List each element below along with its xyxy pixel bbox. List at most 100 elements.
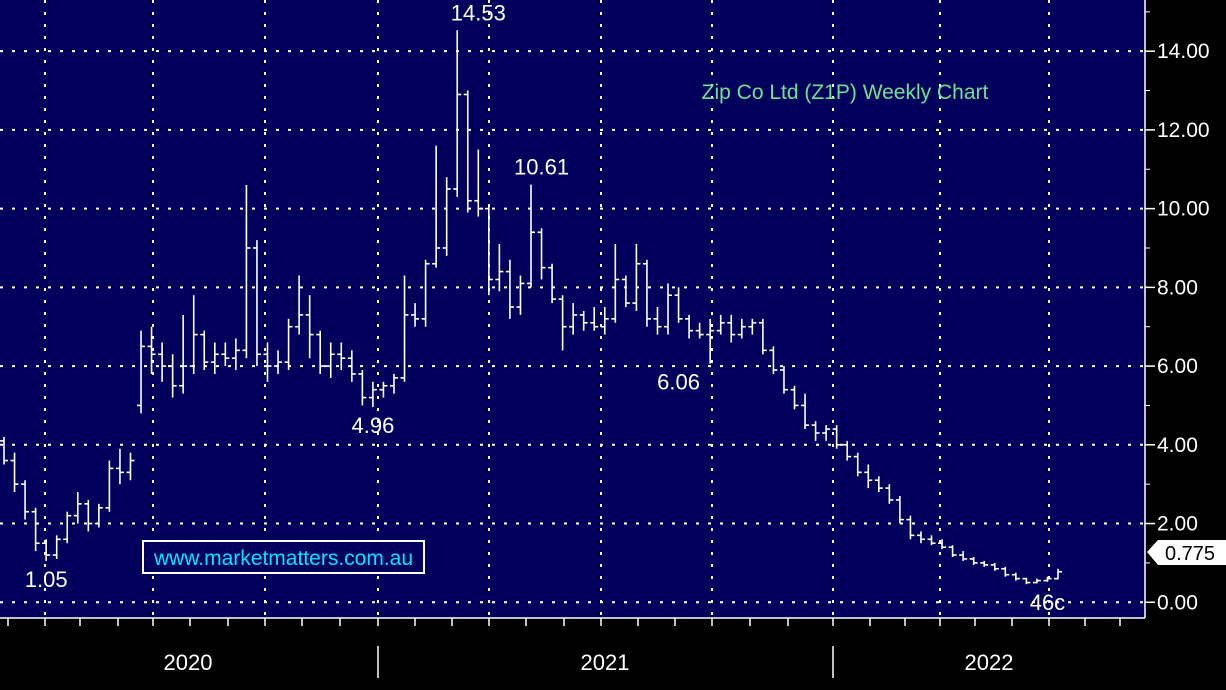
- ohlc-bar: [326, 342, 335, 378]
- ohlc-bar: [42, 539, 51, 561]
- chart-title: Zip Co Ltd (Z1P) Weekly Chart: [702, 81, 989, 104]
- price-annotation: 6.06: [657, 370, 700, 395]
- ohlc-bar: [379, 381, 388, 398]
- ohlc-bar: [642, 259, 651, 327]
- y-tick-label: 6.00: [1157, 355, 1198, 378]
- ohlc-bar: [1011, 572, 1020, 581]
- ohlc-bar: [716, 314, 725, 335]
- ohlc-bar: [516, 275, 525, 315]
- y-tick-label: 8.00: [1157, 276, 1198, 299]
- ohlc-bar: [1032, 578, 1041, 584]
- ohlc-bar: [274, 350, 283, 374]
- last-price-label: 0.775: [1165, 543, 1215, 565]
- ohlc-bar: [843, 440, 852, 461]
- ohlc-bar: [337, 342, 346, 371]
- ohlc-bar: [885, 484, 894, 504]
- ohlc-bar: [94, 503, 103, 528]
- ohlc-bar: [906, 515, 915, 540]
- y-tick-label: 0.00: [1157, 591, 1198, 614]
- ohlc-bar: [832, 425, 841, 449]
- ohlc-bar: [463, 90, 472, 213]
- ohlc-bar: [242, 185, 251, 359]
- price-annotations: 14.53 10.61 4.96 6.06 1.05 46c: [25, 0, 1065, 615]
- ohlc-bar: [1022, 577, 1031, 585]
- ohlc-bar: [664, 283, 673, 335]
- ohlc-bar: [864, 464, 873, 489]
- ohlc-bar: [727, 314, 736, 343]
- y-axis: 0.00 2.00 4.00 6.00 8.00 10.00 12.00 14.00: [1145, 11, 1210, 614]
- ohlc-bar: [632, 244, 641, 311]
- ohlc-bar: [358, 370, 367, 406]
- ohlc-bar: [822, 425, 831, 441]
- ohlc-bar: [801, 393, 810, 430]
- x-year-label: 2021: [581, 650, 630, 675]
- ohlc-bar: [927, 535, 936, 546]
- ohlc-bar: [453, 30, 462, 197]
- ohlc-bar: [474, 149, 483, 217]
- ohlc-bar: [263, 342, 272, 382]
- ohlc-bar: [210, 342, 219, 374]
- ohlc-bar: [590, 307, 599, 331]
- price-annotation: 10.61: [514, 155, 569, 180]
- ohlc-bar: [432, 145, 441, 268]
- ohlc-bar: [758, 318, 767, 355]
- ohlc-bar: [737, 318, 746, 339]
- x-year-label: 2022: [965, 650, 1014, 675]
- price-annotation: 4.96: [351, 413, 394, 438]
- ohlc-bar: [874, 476, 883, 493]
- ohlc-bar: [579, 310, 588, 331]
- ohlc-bar: [21, 480, 30, 520]
- last-price-tag: 0.775: [1147, 540, 1226, 565]
- ohlc-bar: [252, 240, 261, 367]
- y-tick-label: 2.00: [1157, 513, 1198, 536]
- ohlc-bar: [495, 244, 504, 292]
- ohlc-bar: [1054, 568, 1062, 580]
- ohlc-bar: [611, 244, 620, 323]
- price-annotation: 46c: [1030, 590, 1065, 615]
- ohlc-bar: [569, 303, 578, 335]
- ohlc-bar: [347, 350, 356, 382]
- ohlc-bar: [368, 381, 377, 408]
- ohlc-bar: [484, 204, 493, 296]
- ohlc-bar: [537, 228, 546, 280]
- ohlc-bar: [938, 539, 947, 550]
- ohlc-bar: [84, 499, 93, 532]
- ohlc-bar: [948, 545, 957, 557]
- ohlc-bar: [990, 562, 999, 571]
- ohlc-bar: [527, 184, 535, 288]
- ohlc-bar: [147, 326, 156, 374]
- ohlc-bar: [126, 452, 135, 481]
- ohlc-bar: [980, 560, 989, 567]
- watermark-box: www.marketmatters.com.au: [142, 540, 425, 574]
- ohlc-bar: [168, 354, 177, 398]
- ohlc-bar: [685, 314, 694, 339]
- ohlc-bar: [505, 259, 514, 319]
- ohlc-bar: [0, 436, 8, 465]
- ohlc-bar: [411, 303, 420, 327]
- ohlc-bar: [1001, 566, 1010, 577]
- ohlc-bar: [695, 322, 704, 339]
- ohlc-bar: [853, 452, 862, 477]
- ohlc-bar: [73, 492, 82, 524]
- ohlc-bar: [653, 307, 662, 335]
- ohlc-bar: [189, 295, 198, 374]
- ohlc-bar: [400, 275, 409, 382]
- x-year-label: 2020: [164, 650, 213, 675]
- ohlc-bar: [421, 259, 430, 327]
- ohlc-bar: [200, 330, 209, 371]
- ohlc-bar: [706, 318, 715, 364]
- ohlc-bar: [231, 338, 240, 371]
- ohlc-bar: [63, 511, 72, 544]
- ohlc-bar: [1043, 576, 1052, 582]
- ohlc-bar: [779, 366, 788, 394]
- y-tick-label: 10.00: [1157, 198, 1210, 221]
- ohlc-bar: [105, 460, 114, 512]
- y-tick-label: 14.00: [1157, 40, 1210, 63]
- ohlc-bar: [621, 275, 630, 308]
- ohlc-bar: [305, 295, 314, 359]
- ohlc-bar: [31, 507, 40, 552]
- ohlc-bar: [158, 342, 167, 382]
- ohlc-series: [0, 30, 1062, 585]
- ohlc-bar: [221, 342, 230, 367]
